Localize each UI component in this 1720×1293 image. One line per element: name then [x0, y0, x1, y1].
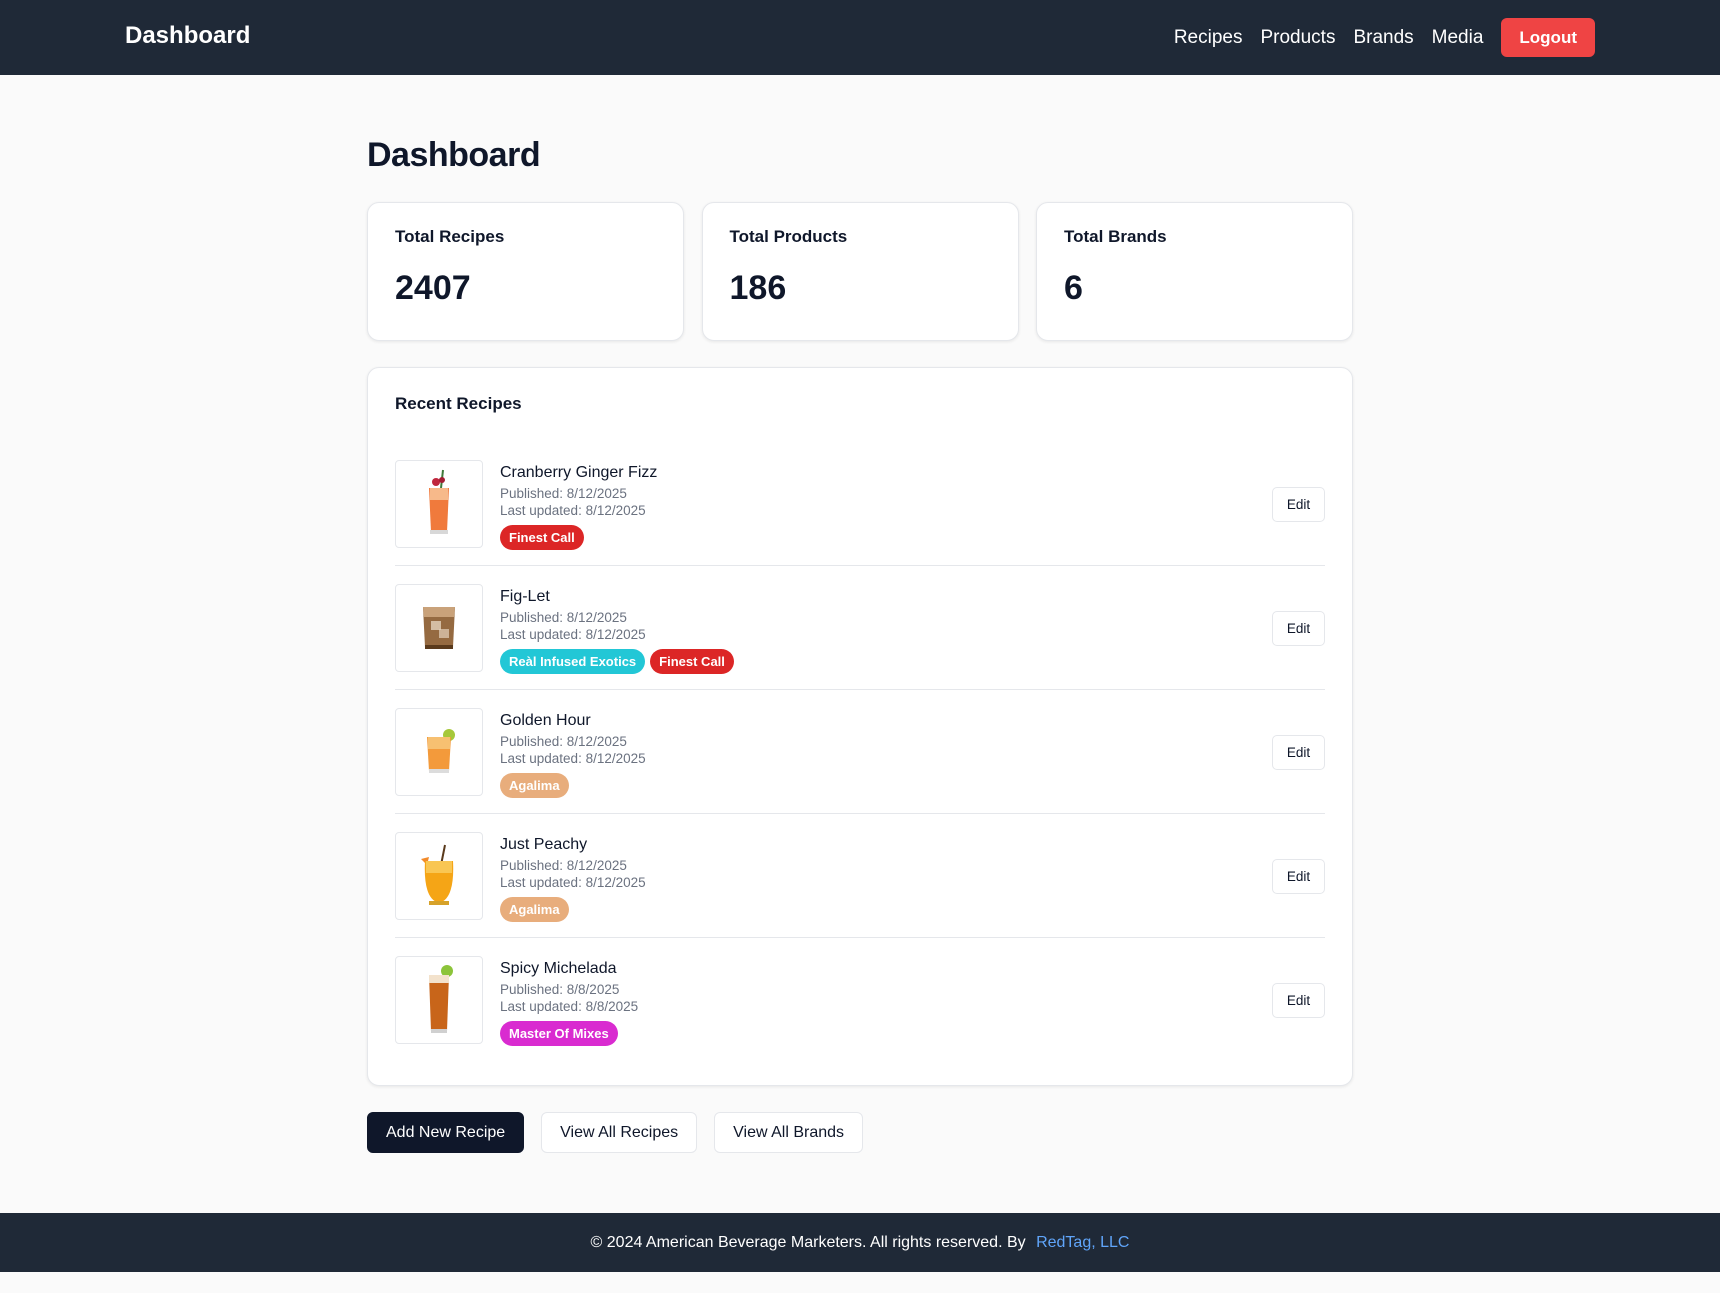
edit-button[interactable]: Edit [1272, 983, 1325, 1018]
cocktail-glass-icon [429, 469, 449, 534]
rocks-glass-icon [423, 607, 455, 649]
recipe-tags: Master Of Mixes [500, 1021, 638, 1046]
recipe-info: Spicy Michelada Published: 8/8/2025 Last… [500, 960, 638, 1046]
recipe-thumbnail[interactable] [395, 460, 483, 548]
recipe-row: Cranberry Ginger Fizz Published: 8/12/20… [395, 442, 1325, 566]
stat-value: 6 [1064, 269, 1083, 307]
recipe-title[interactable]: Fig-Let [500, 588, 550, 605]
recipe-tags: Agalima [500, 897, 646, 922]
stat-card-brands: Total Brands 6 [1036, 202, 1353, 341]
recipe-tags: Agalima [500, 773, 646, 798]
brand-title[interactable]: Dashboard [125, 22, 251, 49]
stat-value: 186 [729, 269, 787, 307]
top-navbar: Dashboard Recipes Products Brands Media … [0, 0, 1720, 75]
footer-link-redtag[interactable]: RedTag, LLC [1036, 1234, 1130, 1251]
stat-label: Total Brands [1064, 227, 1167, 246]
nav-media[interactable]: Media [1431, 26, 1484, 48]
recipe-title[interactable]: Golden Hour [500, 712, 591, 729]
stats-row: Total Recipes 2407 Total Products 186 To… [367, 202, 1353, 341]
brand-tag: Agalima [500, 897, 569, 922]
recipe-updated: Last updated: 8/12/2025 [500, 751, 646, 766]
footer-copyright: © 2024 American Beverage Marketers. All … [590, 1234, 1026, 1251]
stat-card-recipes: Total Recipes 2407 [367, 202, 684, 341]
nav-brands[interactable]: Brands [1353, 26, 1414, 48]
recipe-row: Spicy Michelada Published: 8/8/2025 Last… [395, 938, 1325, 1062]
recipe-title[interactable]: Spicy Michelada [500, 960, 617, 977]
view-all-recipes-button[interactable]: View All Recipes [541, 1112, 698, 1153]
recipe-title[interactable]: Just Peachy [500, 836, 588, 853]
nav-products[interactable]: Products [1260, 26, 1336, 48]
dashboard-actions: Add New Recipe View All Recipes View All… [367, 1112, 880, 1153]
recipe-updated: Last updated: 8/12/2025 [500, 627, 646, 642]
recipe-tags: Reàl Infused Exotics Finest Call [500, 649, 739, 674]
recent-recipes-title: Recent Recipes [395, 394, 522, 413]
recipe-published: Published: 8/12/2025 [500, 486, 627, 501]
brand-tag: Master Of Mixes [500, 1021, 618, 1046]
cocktail-glass-icon [421, 844, 454, 905]
stat-label: Total Recipes [395, 227, 505, 246]
recent-recipes-list: Cranberry Ginger Fizz Published: 8/12/20… [395, 442, 1325, 1062]
recipe-updated: Last updated: 8/8/2025 [500, 999, 639, 1014]
edit-button[interactable]: Edit [1272, 611, 1325, 646]
recipe-published: Published: 8/12/2025 [500, 610, 627, 625]
recipe-info: Fig-Let Published: 8/12/2025 Last update… [500, 588, 739, 674]
recipe-published: Published: 8/12/2025 [500, 734, 627, 749]
page-title: Dashboard [367, 136, 541, 174]
brand-tag: Finest Call [500, 525, 584, 550]
recipe-info: Golden Hour Published: 8/12/2025 Last up… [500, 712, 646, 798]
recipe-tags: Finest Call [500, 525, 657, 550]
main-nav: Recipes Products Brands Media Logout [1156, 18, 1595, 57]
stat-value: 2407 [395, 269, 471, 307]
recipe-row: Just Peachy Published: 8/12/2025 Last up… [395, 814, 1325, 938]
recipe-published: Published: 8/8/2025 [500, 982, 620, 997]
edit-button[interactable]: Edit [1272, 487, 1325, 522]
footer: © 2024 American Beverage Marketers. All … [0, 1213, 1720, 1272]
edit-button[interactable]: Edit [1272, 735, 1325, 770]
recipe-thumbnail[interactable] [395, 832, 483, 920]
stat-label: Total Products [729, 227, 848, 246]
recipe-updated: Last updated: 8/12/2025 [500, 875, 646, 890]
highball-glass-icon [429, 965, 453, 1033]
edit-button[interactable]: Edit [1272, 859, 1325, 894]
logout-button[interactable]: Logout [1501, 18, 1595, 57]
recipe-info: Just Peachy Published: 8/12/2025 Last up… [500, 836, 646, 922]
recipe-thumbnail[interactable] [395, 584, 483, 672]
add-new-recipe-button[interactable]: Add New Recipe [367, 1112, 525, 1153]
recipe-thumbnail[interactable] [395, 956, 483, 1044]
recipe-row: Fig-Let Published: 8/12/2025 Last update… [395, 566, 1325, 690]
recipe-thumbnail[interactable] [395, 708, 483, 796]
brand-tag: Reàl Infused Exotics [500, 649, 646, 674]
recipe-title[interactable]: Cranberry Ginger Fizz [500, 464, 658, 481]
view-all-brands-button[interactable]: View All Brands [714, 1112, 864, 1153]
stat-card-products: Total Products 186 [701, 202, 1019, 341]
recipe-updated: Last updated: 8/12/2025 [500, 503, 646, 518]
recipe-published: Published: 8/12/2025 [500, 858, 627, 873]
brand-tag: Finest Call [650, 649, 734, 674]
recipe-row: Golden Hour Published: 8/12/2025 Last up… [395, 690, 1325, 814]
recent-recipes-card: Recent Recipes Cranberry Ginger Fizz Pub… [367, 367, 1353, 1086]
cocktail-glass-icon [427, 729, 455, 773]
recipe-info: Cranberry Ginger Fizz Published: 8/12/20… [500, 464, 657, 550]
brand-tag: Agalima [500, 773, 569, 798]
nav-recipes[interactable]: Recipes [1173, 26, 1243, 48]
